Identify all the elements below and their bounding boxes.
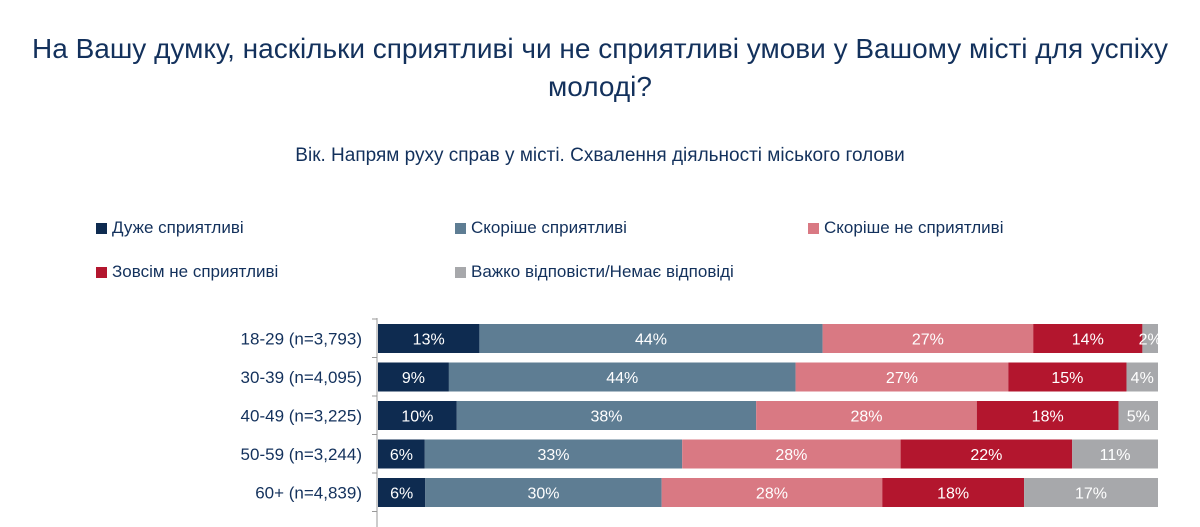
bar-segment bbox=[456, 401, 757, 430]
data-label: 6% bbox=[390, 447, 413, 464]
bar-segment bbox=[378, 439, 425, 469]
bar-segment bbox=[1118, 401, 1158, 430]
bar-segment bbox=[882, 478, 1025, 507]
legend-label: Скоріше сприятливі bbox=[471, 218, 627, 237]
bar-segment bbox=[900, 439, 1073, 469]
bar-segment bbox=[378, 478, 426, 507]
bar-segment bbox=[822, 324, 1034, 353]
data-label: 44% bbox=[606, 370, 638, 387]
data-label: 33% bbox=[537, 447, 569, 464]
legend-label: Скоріше не сприятливі bbox=[824, 218, 1004, 237]
data-label: 13% bbox=[413, 332, 445, 349]
data-label: 30% bbox=[527, 486, 559, 503]
data-label: 17% bbox=[1075, 486, 1107, 503]
category-label: 18-29 (n=3,793) bbox=[241, 330, 362, 349]
bar-segment bbox=[1126, 362, 1158, 392]
bar-segment bbox=[756, 401, 977, 430]
legend-swatch bbox=[455, 266, 466, 278]
bar-segment bbox=[448, 362, 796, 392]
data-label: 11% bbox=[1100, 447, 1131, 464]
legend-label: Зовсім не сприятливі bbox=[112, 262, 279, 281]
data-label: 4% bbox=[1131, 370, 1154, 387]
data-label: 10% bbox=[401, 409, 433, 426]
legend-item: Скоріше сприятливі bbox=[455, 218, 627, 238]
data-label: 28% bbox=[756, 486, 788, 503]
legend-item: Дуже сприятливі bbox=[96, 218, 244, 238]
data-label: 18% bbox=[937, 486, 969, 503]
bar-segment bbox=[378, 401, 457, 430]
category-label: 50-59 (n=3,244) bbox=[241, 445, 362, 464]
bar-segment bbox=[1142, 324, 1158, 353]
legend-item: Важко відповісти/Немає відповіді bbox=[455, 262, 734, 282]
bar-segment bbox=[1072, 439, 1158, 469]
bar-segment bbox=[424, 439, 683, 469]
data-label: 2% bbox=[1139, 332, 1162, 349]
data-label: 15% bbox=[1051, 370, 1083, 387]
legend-swatch bbox=[808, 222, 819, 234]
chart-title: На Вашу думку, наскільки сприятливі чи н… bbox=[32, 33, 1168, 102]
data-label: 28% bbox=[850, 409, 882, 426]
category-label: 40-49 (n=3,225) bbox=[241, 407, 362, 426]
bar-segment bbox=[1008, 362, 1127, 392]
data-label: 28% bbox=[775, 447, 807, 464]
legend-label: Важко відповісти/Немає відповіді bbox=[471, 262, 734, 281]
data-label: 9% bbox=[402, 370, 425, 387]
bar-segment bbox=[976, 401, 1119, 430]
legend-label: Дуже сприятливі bbox=[112, 218, 244, 237]
data-label: 6% bbox=[390, 486, 413, 503]
bar-segment bbox=[1024, 478, 1158, 507]
data-label: 14% bbox=[1072, 332, 1104, 349]
bar-segment bbox=[425, 478, 662, 507]
data-label: 44% bbox=[635, 332, 667, 349]
legend-swatch bbox=[96, 222, 107, 234]
data-label: 18% bbox=[1032, 409, 1064, 426]
bar-segment bbox=[661, 478, 883, 507]
bar-segment bbox=[479, 324, 823, 353]
data-label: 5% bbox=[1127, 409, 1150, 426]
legend-swatch bbox=[96, 266, 107, 278]
category-label: 60+ (n=4,839) bbox=[255, 484, 362, 503]
chart-subtitle: Вік. Напрям руху справ у місті. Схваленн… bbox=[295, 145, 905, 166]
data-label: 38% bbox=[590, 409, 622, 426]
bar-segment bbox=[682, 439, 901, 469]
data-label: 27% bbox=[912, 332, 944, 349]
data-label: 27% bbox=[886, 370, 918, 387]
category-label: 30-39 (n=4,095) bbox=[241, 368, 362, 387]
bar-segment bbox=[378, 324, 480, 353]
legend-item: Зовсім не сприятливі bbox=[96, 262, 278, 282]
bar-segment bbox=[795, 362, 1009, 392]
legend-swatch bbox=[455, 222, 466, 234]
legend-item: Скоріше не сприятливі bbox=[808, 218, 1003, 238]
bar-segment bbox=[1033, 324, 1143, 353]
bar-segment bbox=[378, 362, 449, 392]
data-label: 22% bbox=[970, 447, 1002, 464]
